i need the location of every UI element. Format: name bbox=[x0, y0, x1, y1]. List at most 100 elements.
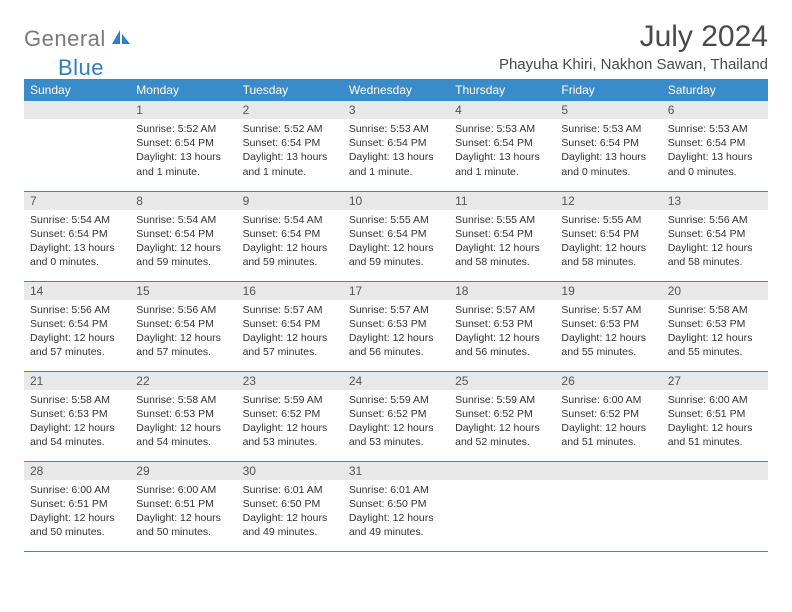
day-details: Sunrise: 5:52 AMSunset: 6:54 PMDaylight:… bbox=[130, 119, 236, 185]
day-number: 14 bbox=[24, 282, 130, 300]
day-number: 6 bbox=[662, 101, 768, 119]
day-number: 17 bbox=[343, 282, 449, 300]
day-number-empty bbox=[449, 462, 555, 480]
day-number: 4 bbox=[449, 101, 555, 119]
day-number: 5 bbox=[555, 101, 661, 119]
day-details: Sunrise: 6:01 AMSunset: 6:50 PMDaylight:… bbox=[343, 480, 449, 546]
calendar-cell: 22Sunrise: 5:58 AMSunset: 6:53 PMDayligh… bbox=[130, 371, 236, 461]
calendar-cell: 10Sunrise: 5:55 AMSunset: 6:54 PMDayligh… bbox=[343, 191, 449, 281]
calendar-cell: 4Sunrise: 5:53 AMSunset: 6:54 PMDaylight… bbox=[449, 101, 555, 191]
calendar-cell: 15Sunrise: 5:56 AMSunset: 6:54 PMDayligh… bbox=[130, 281, 236, 371]
day-details: Sunrise: 6:00 AMSunset: 6:52 PMDaylight:… bbox=[555, 390, 661, 456]
calendar-cell: 21Sunrise: 5:58 AMSunset: 6:53 PMDayligh… bbox=[24, 371, 130, 461]
calendar-cell bbox=[24, 101, 130, 191]
day-details: Sunrise: 5:55 AMSunset: 6:54 PMDaylight:… bbox=[555, 210, 661, 276]
day-details: Sunrise: 5:53 AMSunset: 6:54 PMDaylight:… bbox=[449, 119, 555, 185]
calendar-cell: 12Sunrise: 5:55 AMSunset: 6:54 PMDayligh… bbox=[555, 191, 661, 281]
calendar-cell: 17Sunrise: 5:57 AMSunset: 6:53 PMDayligh… bbox=[343, 281, 449, 371]
calendar-cell: 30Sunrise: 6:01 AMSunset: 6:50 PMDayligh… bbox=[237, 461, 343, 551]
logo: General bbox=[24, 20, 134, 52]
calendar-cell: 23Sunrise: 5:59 AMSunset: 6:52 PMDayligh… bbox=[237, 371, 343, 461]
calendar-cell: 25Sunrise: 5:59 AMSunset: 6:52 PMDayligh… bbox=[449, 371, 555, 461]
calendar-week-row: 21Sunrise: 5:58 AMSunset: 6:53 PMDayligh… bbox=[24, 371, 768, 461]
calendar-cell: 13Sunrise: 5:56 AMSunset: 6:54 PMDayligh… bbox=[662, 191, 768, 281]
calendar-cell bbox=[449, 461, 555, 551]
day-details: Sunrise: 5:57 AMSunset: 6:53 PMDaylight:… bbox=[449, 300, 555, 366]
calendar-cell: 9Sunrise: 5:54 AMSunset: 6:54 PMDaylight… bbox=[237, 191, 343, 281]
calendar-cell: 6Sunrise: 5:53 AMSunset: 6:54 PMDaylight… bbox=[662, 101, 768, 191]
calendar-head: SundayMondayTuesdayWednesdayThursdayFrid… bbox=[24, 79, 768, 101]
weekday-header: Thursday bbox=[449, 79, 555, 101]
day-number: 24 bbox=[343, 372, 449, 390]
day-details: Sunrise: 5:54 AMSunset: 6:54 PMDaylight:… bbox=[24, 210, 130, 276]
day-number: 13 bbox=[662, 192, 768, 210]
calendar-cell bbox=[662, 461, 768, 551]
day-number: 3 bbox=[343, 101, 449, 119]
calendar-page: General July 2024 Phayuha Khiri, Nakhon … bbox=[0, 0, 792, 572]
sails-icon bbox=[110, 28, 132, 51]
calendar-cell: 27Sunrise: 6:00 AMSunset: 6:51 PMDayligh… bbox=[662, 371, 768, 461]
calendar-cell: 1Sunrise: 5:52 AMSunset: 6:54 PMDaylight… bbox=[130, 101, 236, 191]
day-details: Sunrise: 6:01 AMSunset: 6:50 PMDaylight:… bbox=[237, 480, 343, 546]
day-details: Sunrise: 6:00 AMSunset: 6:51 PMDaylight:… bbox=[662, 390, 768, 456]
page-header: General July 2024 Phayuha Khiri, Nakhon … bbox=[24, 20, 768, 73]
day-details: Sunrise: 6:00 AMSunset: 6:51 PMDaylight:… bbox=[24, 480, 130, 546]
weekday-header-row: SundayMondayTuesdayWednesdayThursdayFrid… bbox=[24, 79, 768, 101]
day-details: Sunrise: 5:53 AMSunset: 6:54 PMDaylight:… bbox=[555, 119, 661, 185]
weekday-header: Wednesday bbox=[343, 79, 449, 101]
day-details: Sunrise: 5:55 AMSunset: 6:54 PMDaylight:… bbox=[343, 210, 449, 276]
weekday-header: Monday bbox=[130, 79, 236, 101]
calendar-cell: 16Sunrise: 5:57 AMSunset: 6:54 PMDayligh… bbox=[237, 281, 343, 371]
day-details: Sunrise: 5:59 AMSunset: 6:52 PMDaylight:… bbox=[343, 390, 449, 456]
logo-text-blue: Blue bbox=[58, 55, 104, 81]
title-block: July 2024 Phayuha Khiri, Nakhon Sawan, T… bbox=[499, 20, 768, 73]
day-details: Sunrise: 5:58 AMSunset: 6:53 PMDaylight:… bbox=[130, 390, 236, 456]
day-details: Sunrise: 5:59 AMSunset: 6:52 PMDaylight:… bbox=[449, 390, 555, 456]
day-details: Sunrise: 6:00 AMSunset: 6:51 PMDaylight:… bbox=[130, 480, 236, 546]
day-number: 2 bbox=[237, 101, 343, 119]
day-number: 12 bbox=[555, 192, 661, 210]
day-details: Sunrise: 5:58 AMSunset: 6:53 PMDaylight:… bbox=[662, 300, 768, 366]
day-details: Sunrise: 5:57 AMSunset: 6:53 PMDaylight:… bbox=[343, 300, 449, 366]
day-number: 23 bbox=[237, 372, 343, 390]
day-details: Sunrise: 5:57 AMSunset: 6:53 PMDaylight:… bbox=[555, 300, 661, 366]
calendar-cell: 18Sunrise: 5:57 AMSunset: 6:53 PMDayligh… bbox=[449, 281, 555, 371]
calendar-cell: 26Sunrise: 6:00 AMSunset: 6:52 PMDayligh… bbox=[555, 371, 661, 461]
day-number: 9 bbox=[237, 192, 343, 210]
calendar-week-row: 14Sunrise: 5:56 AMSunset: 6:54 PMDayligh… bbox=[24, 281, 768, 371]
day-details: Sunrise: 5:54 AMSunset: 6:54 PMDaylight:… bbox=[130, 210, 236, 276]
day-number: 18 bbox=[449, 282, 555, 300]
day-number: 26 bbox=[555, 372, 661, 390]
day-number: 15 bbox=[130, 282, 236, 300]
day-number-empty bbox=[24, 101, 130, 119]
calendar-cell: 20Sunrise: 5:58 AMSunset: 6:53 PMDayligh… bbox=[662, 281, 768, 371]
day-number: 30 bbox=[237, 462, 343, 480]
day-number-empty bbox=[662, 462, 768, 480]
day-number: 29 bbox=[130, 462, 236, 480]
day-number: 11 bbox=[449, 192, 555, 210]
calendar-cell: 8Sunrise: 5:54 AMSunset: 6:54 PMDaylight… bbox=[130, 191, 236, 281]
day-details: Sunrise: 5:55 AMSunset: 6:54 PMDaylight:… bbox=[449, 210, 555, 276]
calendar-week-row: 7Sunrise: 5:54 AMSunset: 6:54 PMDaylight… bbox=[24, 191, 768, 281]
day-number: 20 bbox=[662, 282, 768, 300]
logo-text-general: General bbox=[24, 26, 106, 52]
day-number: 1 bbox=[130, 101, 236, 119]
day-details: Sunrise: 5:57 AMSunset: 6:54 PMDaylight:… bbox=[237, 300, 343, 366]
day-number: 7 bbox=[24, 192, 130, 210]
weekday-header: Sunday bbox=[24, 79, 130, 101]
day-details: Sunrise: 5:52 AMSunset: 6:54 PMDaylight:… bbox=[237, 119, 343, 185]
calendar-cell: 19Sunrise: 5:57 AMSunset: 6:53 PMDayligh… bbox=[555, 281, 661, 371]
calendar-week-row: 28Sunrise: 6:00 AMSunset: 6:51 PMDayligh… bbox=[24, 461, 768, 551]
calendar-table: SundayMondayTuesdayWednesdayThursdayFrid… bbox=[24, 79, 768, 552]
day-number: 25 bbox=[449, 372, 555, 390]
calendar-cell: 28Sunrise: 6:00 AMSunset: 6:51 PMDayligh… bbox=[24, 461, 130, 551]
calendar-cell: 2Sunrise: 5:52 AMSunset: 6:54 PMDaylight… bbox=[237, 101, 343, 191]
weekday-header: Saturday bbox=[662, 79, 768, 101]
day-number: 31 bbox=[343, 462, 449, 480]
calendar-week-row: 1Sunrise: 5:52 AMSunset: 6:54 PMDaylight… bbox=[24, 101, 768, 191]
day-number: 16 bbox=[237, 282, 343, 300]
day-number: 22 bbox=[130, 372, 236, 390]
day-number: 28 bbox=[24, 462, 130, 480]
calendar-cell: 24Sunrise: 5:59 AMSunset: 6:52 PMDayligh… bbox=[343, 371, 449, 461]
calendar-body: 1Sunrise: 5:52 AMSunset: 6:54 PMDaylight… bbox=[24, 101, 768, 551]
